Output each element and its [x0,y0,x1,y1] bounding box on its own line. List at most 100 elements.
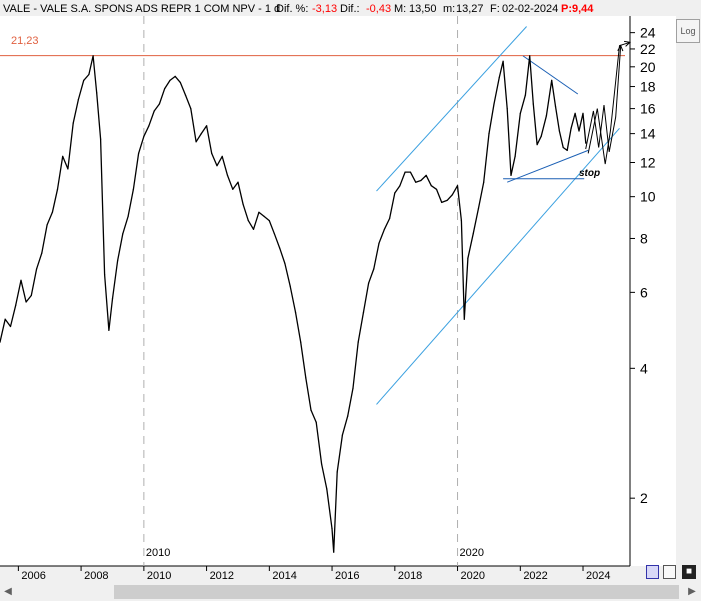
price-point [341,434,343,436]
price-point [435,188,438,190]
price-point [122,233,124,235]
header-dif-value: -0,43 [366,3,391,15]
price-point [352,387,354,389]
annotation-channel-upper [376,26,527,192]
price-point [72,122,74,124]
price-point [206,125,208,127]
settings-icon[interactable]: ■ [682,565,696,579]
price-point [92,55,94,57]
price-point [441,201,443,203]
price-point [284,262,286,265]
y-tick-label-4: 4 [640,360,648,376]
price-point [258,211,260,213]
x-tick-label-2006: 2006 [21,570,45,582]
price-point [585,142,587,144]
price-point [62,155,64,157]
price-point [467,257,469,259]
scroll-thumb[interactable] [114,585,679,599]
header-dif-pct-value: -3,13 [312,3,337,15]
price-point [41,252,43,254]
price-point [488,133,490,135]
scroll-right-arrow-icon[interactable]: ▶ [688,586,696,597]
y-tick-label-12: 12 [640,155,656,171]
header-bar [0,0,701,16]
price-point [56,188,59,190]
x-tick-label-2024: 2024 [586,570,610,582]
price-point [529,55,531,57]
price-point [502,60,504,62]
price-point [394,192,396,194]
price-point [237,181,239,183]
y-tick-label-6: 6 [640,284,648,300]
price-point [263,215,265,217]
year-marker-label-2010: 2010 [146,547,170,559]
horizontal-scrollbar[interactable]: ◀ ▶ [0,582,701,601]
header-p-label: P: [561,3,572,15]
price-point [430,185,432,187]
price-point [0,341,1,343]
x-tick-label-2020: 2020 [461,570,485,582]
price-point [169,79,171,81]
stop-label: stop [579,168,600,179]
price-point [127,215,129,217]
price-point [108,329,110,331]
price-point [498,76,500,78]
x-axis-ticks: 2006 2008 2010 2012 2014 2016 2018 2020 2022 2024 [17,566,611,582]
price-point [545,115,548,117]
copy-icon[interactable] [663,565,676,579]
y-axis-panel [630,16,676,566]
x-tick-label-2016: 2016 [335,570,359,582]
price-point [4,318,6,320]
price-point [300,341,302,343]
price-point [420,179,422,182]
y-tick-label-16: 16 [640,101,656,117]
price-point [268,220,270,222]
price-point [582,112,584,114]
x-tick-label-2014: 2014 [272,570,296,582]
save-icon[interactable] [646,565,659,579]
price-point [100,138,102,140]
header-dif-label: Dif.: [340,3,360,15]
price-point [368,282,370,284]
price-point [184,94,187,96]
price-point [415,181,417,183]
x-tick-label-2018: 2018 [398,570,422,582]
price-point [321,463,323,465]
price-point [578,130,580,132]
plot-area [0,16,630,566]
price-point [9,325,12,328]
price-point [446,199,448,201]
price-point [190,108,192,110]
price-point [148,125,150,127]
price-point [357,341,359,343]
price-point [389,217,391,220]
price-point [153,110,155,112]
price-point [25,301,27,303]
price-point [273,233,275,235]
scroll-left-arrow-icon[interactable]: ◀ [4,586,12,597]
price-point [211,152,213,154]
price-point [117,260,119,262]
price-point [409,171,411,173]
price-point [36,268,38,270]
price-point [232,188,234,190]
year-marker-layer: 2010 2020 [143,16,484,566]
price-point [221,155,223,157]
price-point [399,185,401,187]
price-point [536,144,538,146]
price-point [252,228,255,230]
price-point [216,165,218,167]
header-dif-pct-label: Dif. %: [276,3,308,15]
price-point [566,149,568,151]
y-tick-label-10: 10 [640,189,656,205]
price-point [373,268,375,270]
price-point [138,152,140,154]
series-layer [0,55,587,553]
price-point [383,228,385,230]
log-scale-button[interactable]: Log [676,19,700,43]
price-point [247,220,249,222]
y-tick-label-8: 8 [640,230,648,246]
price-point [51,211,54,213]
y-tick-label-22: 22 [640,41,656,57]
